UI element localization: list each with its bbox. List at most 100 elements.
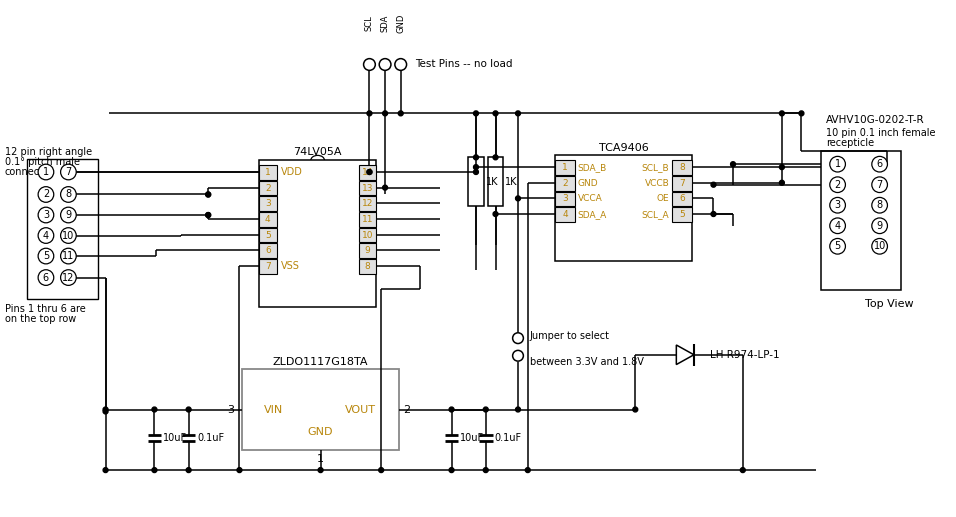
Text: 74LV05A: 74LV05A — [293, 147, 342, 158]
Text: Jumper to select: Jumper to select — [530, 331, 610, 341]
Bar — [259, 196, 276, 211]
Circle shape — [186, 468, 191, 473]
Bar — [672, 176, 692, 191]
Bar — [672, 207, 692, 222]
Circle shape — [206, 212, 210, 218]
Text: 10: 10 — [62, 231, 75, 240]
Text: 9: 9 — [65, 210, 72, 220]
Circle shape — [830, 238, 845, 254]
Text: SCL_A: SCL_A — [641, 210, 669, 219]
Text: 6: 6 — [877, 159, 882, 169]
Text: 10: 10 — [361, 231, 373, 239]
Circle shape — [740, 468, 746, 473]
Circle shape — [60, 207, 76, 223]
Text: SCL_B: SCL_B — [641, 163, 669, 172]
Circle shape — [363, 58, 376, 70]
Circle shape — [872, 238, 887, 254]
Text: SDA_B: SDA_B — [577, 163, 607, 172]
Text: 4: 4 — [835, 221, 840, 231]
Text: 8: 8 — [877, 200, 882, 210]
Circle shape — [60, 270, 76, 285]
Circle shape — [399, 111, 403, 116]
Text: VOUT: VOUT — [345, 404, 376, 415]
Text: Pins 1 thru 6 are: Pins 1 thru 6 are — [5, 304, 86, 314]
Bar — [488, 157, 504, 206]
Text: 11: 11 — [361, 215, 373, 224]
Text: TCA9406: TCA9406 — [598, 143, 648, 153]
Text: 6: 6 — [265, 246, 271, 255]
Bar — [259, 181, 276, 195]
Bar — [259, 160, 377, 307]
Circle shape — [515, 407, 520, 412]
Circle shape — [633, 407, 638, 412]
Text: 5: 5 — [835, 241, 840, 251]
Circle shape — [484, 468, 489, 473]
Text: 0.1uF: 0.1uF — [198, 433, 225, 444]
Text: 3: 3 — [43, 210, 49, 220]
Text: 8: 8 — [65, 190, 72, 200]
Bar — [259, 227, 276, 242]
Bar — [28, 159, 98, 299]
Circle shape — [206, 192, 210, 197]
Circle shape — [872, 218, 887, 234]
Text: OE: OE — [657, 194, 669, 203]
Circle shape — [379, 468, 383, 473]
Bar — [358, 196, 377, 211]
Circle shape — [367, 111, 372, 116]
Circle shape — [367, 170, 372, 174]
Text: 0.1° pitch male: 0.1° pitch male — [5, 157, 80, 167]
Circle shape — [512, 333, 523, 343]
Text: SDA: SDA — [380, 15, 390, 32]
Text: recepticle: recepticle — [826, 138, 874, 148]
Circle shape — [830, 197, 845, 213]
Bar — [259, 212, 276, 227]
Text: 10: 10 — [874, 241, 886, 251]
Text: 4: 4 — [562, 210, 568, 219]
Text: Test Pins -- no load: Test Pins -- no load — [415, 59, 512, 69]
Circle shape — [38, 164, 54, 180]
Text: 1: 1 — [317, 454, 324, 464]
Circle shape — [473, 170, 478, 174]
Bar — [555, 207, 575, 222]
Circle shape — [103, 407, 108, 412]
Text: GND: GND — [396, 14, 405, 33]
Circle shape — [60, 164, 76, 180]
Circle shape — [237, 468, 242, 473]
Text: 7: 7 — [65, 167, 72, 177]
Text: VIN: VIN — [264, 404, 283, 415]
Bar — [555, 176, 575, 191]
Circle shape — [367, 170, 372, 174]
Bar — [358, 165, 377, 180]
Circle shape — [473, 155, 478, 160]
Circle shape — [38, 248, 54, 264]
Text: SDA_A: SDA_A — [577, 210, 607, 219]
Text: 8: 8 — [364, 262, 370, 271]
Circle shape — [186, 407, 191, 412]
Text: 7: 7 — [265, 262, 271, 271]
Text: 7: 7 — [680, 179, 685, 188]
Circle shape — [318, 468, 323, 473]
Text: 5: 5 — [680, 210, 685, 219]
Circle shape — [60, 227, 76, 244]
Bar — [555, 156, 692, 261]
Circle shape — [830, 156, 845, 172]
Text: 10 pin 0.1 inch female: 10 pin 0.1 inch female — [826, 128, 935, 138]
Circle shape — [830, 177, 845, 192]
Bar — [358, 212, 377, 227]
Text: 1K: 1K — [506, 177, 518, 187]
Bar — [358, 244, 377, 258]
Circle shape — [103, 409, 108, 414]
Circle shape — [395, 58, 406, 70]
Bar — [243, 370, 399, 450]
Circle shape — [493, 111, 498, 116]
Circle shape — [152, 468, 157, 473]
Text: ZLDO1117G18TA: ZLDO1117G18TA — [272, 357, 368, 367]
Text: 4: 4 — [265, 215, 271, 224]
Bar — [259, 259, 276, 273]
Text: on the top row: on the top row — [5, 314, 76, 324]
Circle shape — [38, 270, 54, 285]
Text: 11: 11 — [62, 251, 75, 261]
Bar — [358, 259, 377, 273]
Circle shape — [830, 218, 845, 234]
Circle shape — [206, 212, 210, 218]
